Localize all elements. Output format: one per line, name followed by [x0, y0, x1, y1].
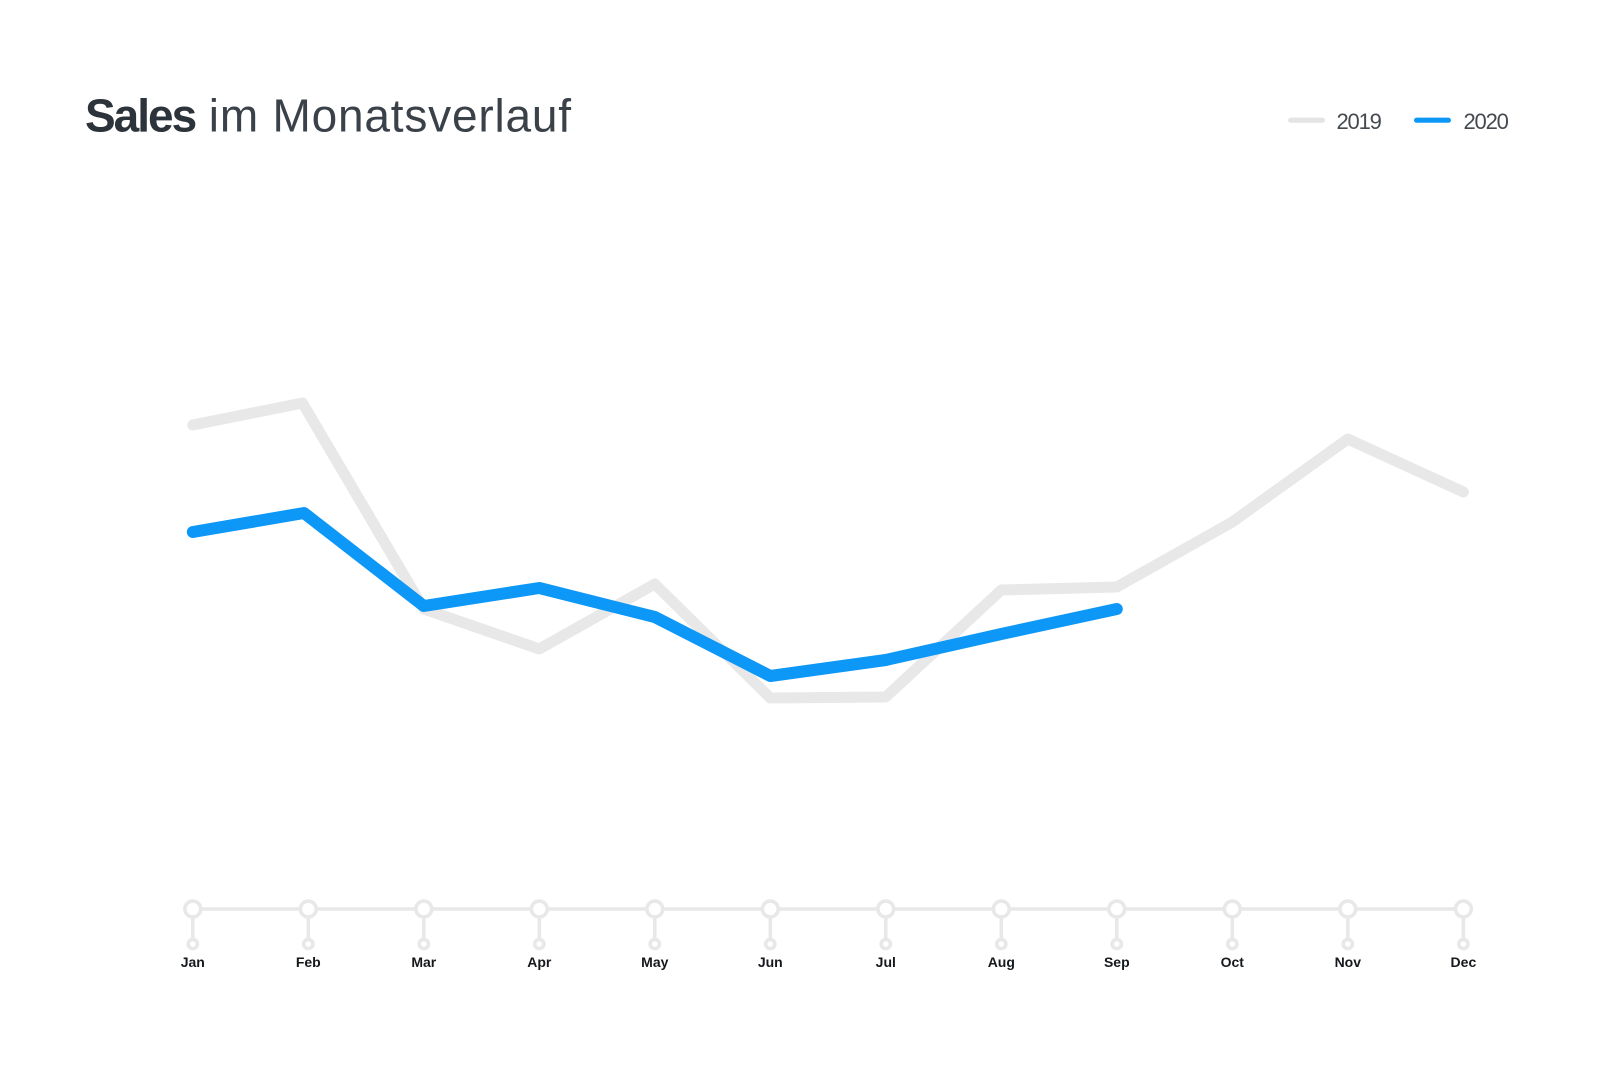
svg-text:2019: 2019 — [1337, 109, 1382, 134]
svg-text:Oct: Oct — [1221, 954, 1245, 970]
svg-text:Apr: Apr — [527, 954, 552, 970]
svg-text:2020: 2020 — [1464, 109, 1509, 134]
svg-text:May: May — [641, 954, 668, 970]
svg-text:Jan: Jan — [181, 954, 205, 970]
svg-text:Mar: Mar — [411, 954, 436, 970]
svg-text:Sep: Sep — [1104, 954, 1130, 970]
svg-text:Jul: Jul — [876, 954, 896, 970]
svg-text:Sales im Monatsverlauf: Sales im Monatsverlauf — [85, 90, 572, 142]
svg-text:Nov: Nov — [1335, 954, 1362, 970]
svg-text:Jun: Jun — [758, 954, 783, 970]
svg-text:Aug: Aug — [988, 954, 1015, 970]
svg-text:Feb: Feb — [296, 954, 321, 970]
svg-text:Dec: Dec — [1451, 954, 1477, 970]
